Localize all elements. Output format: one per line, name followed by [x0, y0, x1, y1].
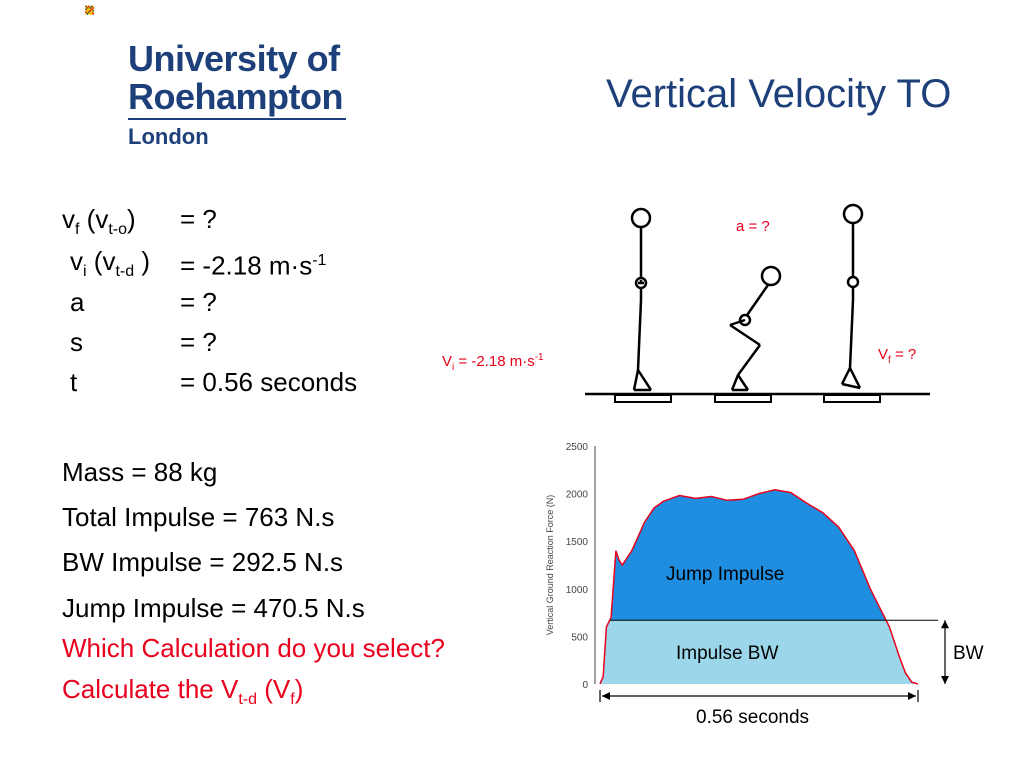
label-acceleration: a = ?: [736, 218, 770, 235]
question-calculate-v: Calculate the Vt-d (Vf): [62, 674, 304, 709]
equation-t: t: [70, 367, 78, 397]
force-plate-1: [614, 394, 672, 403]
y-tick-label: 1000: [566, 585, 589, 596]
y-axis-label: Vertical Ground Reaction Force (N): [545, 495, 555, 636]
equation-a: a: [70, 287, 85, 317]
label-duration: 0.56 seconds: [696, 707, 810, 728]
stick-figure-standing: [630, 207, 653, 392]
fact-total-impulse: Total Impulse = 763 N.s: [62, 502, 335, 532]
equation-s: s: [70, 327, 83, 357]
y-tick-label: 500: [571, 632, 588, 643]
fact-bw-impulse: BW Impulse = 292.5 N.s: [62, 547, 344, 577]
bw-arrow-head-down: [941, 676, 949, 684]
slide-title: Vertical Velocity TO: [606, 72, 952, 116]
y-tick-label: 0: [582, 680, 588, 691]
stick-figure-squat: [729, 265, 782, 392]
logo-divider: [128, 118, 346, 120]
equation-vi: vi (vt-d ): [70, 246, 151, 281]
equation-s-value: = ?: [180, 327, 217, 357]
equation-t-value: = 0.56 seconds: [180, 367, 358, 397]
logo-line-university: University of: [128, 38, 340, 79]
duration-arrow-head-right: [908, 692, 916, 700]
chart-axes: 0 500 1000 1500 2000 2500 Vertical Ground Reac…: [545, 442, 596, 691]
y-tick-label: 1500: [566, 537, 589, 548]
chart-annotations: [599, 620, 949, 702]
bw-arrow-head-up: [941, 620, 949, 629]
y-tick-label: 2000: [566, 490, 589, 501]
equation-vf-value: = ?: [180, 204, 217, 234]
logo-line-london: London: [128, 124, 209, 149]
force-curve-line: [599, 489, 919, 685]
force-plate-3: [823, 394, 881, 403]
stick-figure-takeoff: [840, 203, 864, 390]
label-impulse-bw: Impulse BW: [676, 643, 779, 664]
duration-arrow-head-left: [602, 692, 610, 700]
force-plate-2: [714, 394, 772, 403]
label-initial-velocity: Vi = -2.18 m·s-1: [442, 352, 544, 373]
y-tick-label: 2500: [566, 442, 589, 453]
bw-impulse-area: [600, 620, 918, 684]
label-bw: BW: [953, 643, 984, 664]
university-logo-emblem: [85, 5, 94, 15]
fact-mass: Mass = 88 kg: [62, 457, 218, 487]
question-select-calculation: Which Calculation do you select?: [62, 633, 445, 663]
logo-line-roehampton: Roehampton: [128, 76, 344, 117]
fact-jump-impulse: Jump Impulse = 470.5 N.s: [62, 593, 365, 623]
label-jump-impulse: Jump Impulse: [666, 564, 785, 585]
label-final-velocity: Vf = ?: [878, 346, 917, 366]
equation-vf: vf (vt-o): [62, 204, 136, 239]
equation-a-value: = ?: [180, 287, 217, 317]
equation-vi-value: = -2.18 m·s-1: [180, 250, 327, 281]
